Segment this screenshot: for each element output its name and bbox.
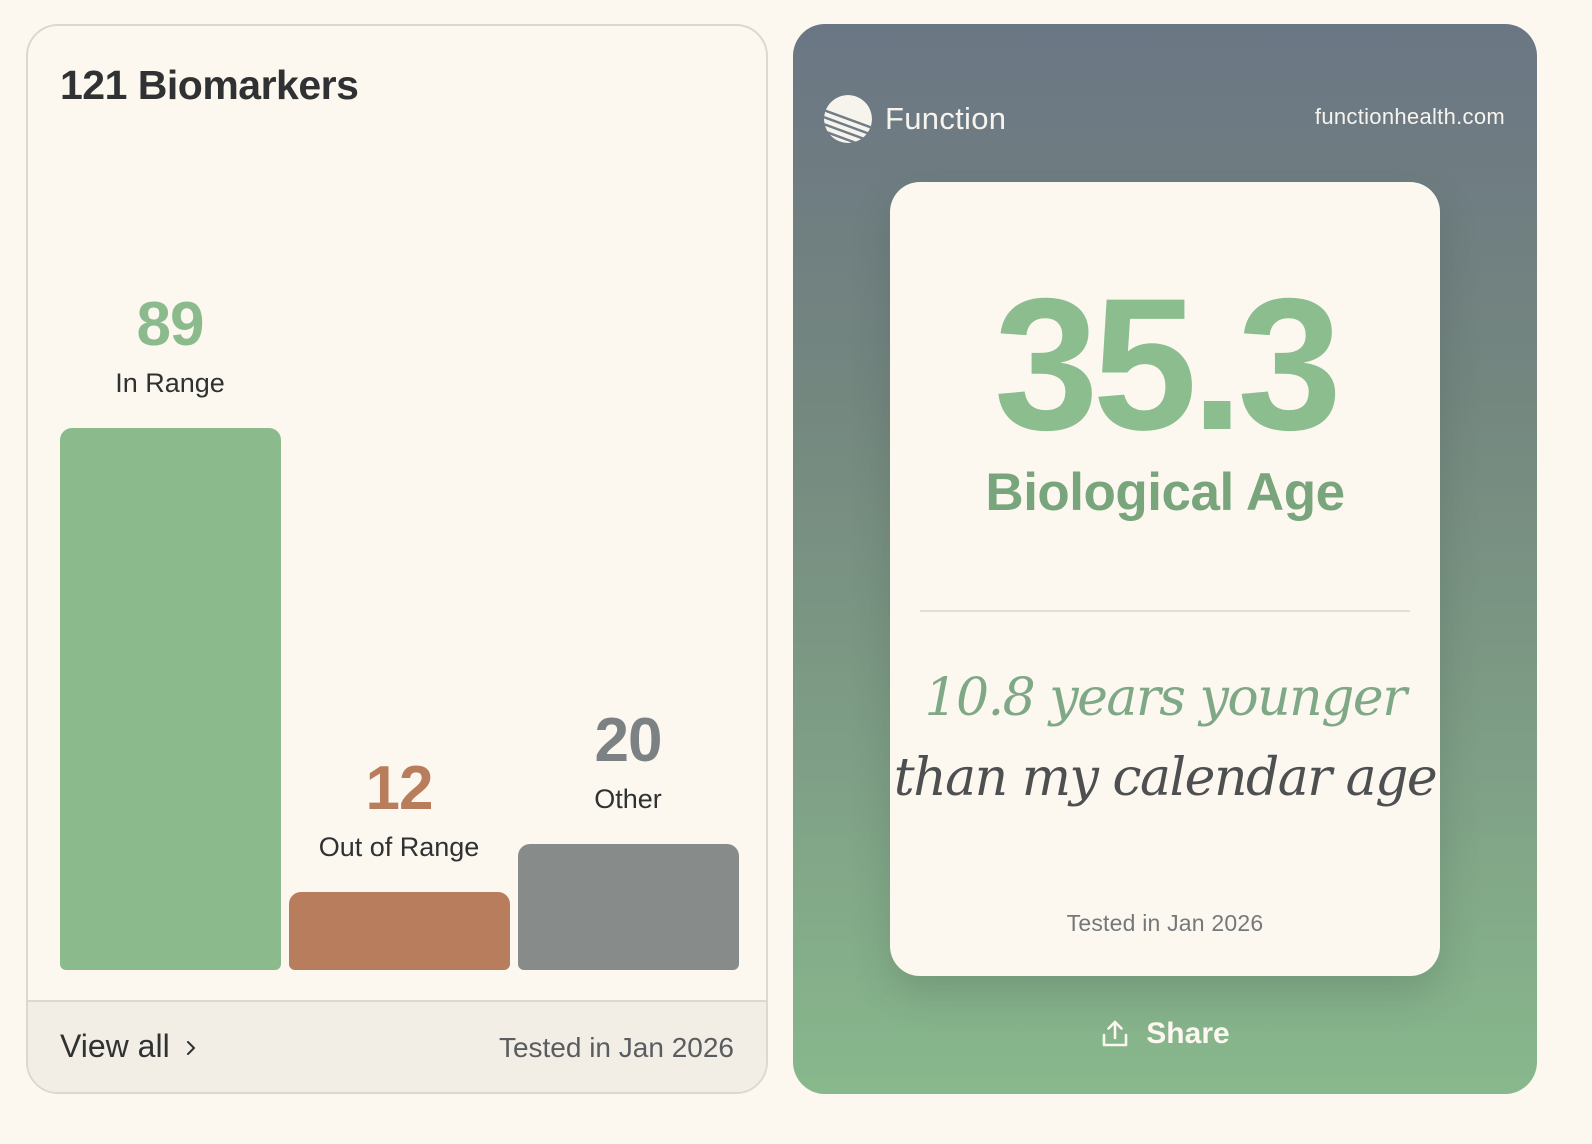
share-label: Share xyxy=(1146,1017,1230,1050)
brand-url: functionhealth.com xyxy=(1314,104,1505,129)
view-all-link[interactable]: View all xyxy=(60,1028,198,1065)
biological-age-share-card: Function functionhealth.com 35.3 Biologi… xyxy=(793,24,1537,1094)
biological-age-label: Biological Age xyxy=(985,463,1345,522)
bar-value-other: 20 xyxy=(594,705,663,775)
biomarkers-title: 121 Biomarkers xyxy=(60,62,359,108)
tested-date: Tested in Jan 2026 xyxy=(498,1032,734,1063)
bar-value-out-of-range: 12 xyxy=(365,754,434,823)
bar-label-out-of-range: Out of Range xyxy=(318,832,480,862)
biomarkers-bar-chart: In Range 89 Out of Range 12 Other 20 xyxy=(28,26,766,1002)
divider xyxy=(920,610,1410,612)
bar-value-in-range: 89 xyxy=(136,290,205,359)
biomarkers-card: 121 Biomarkers In Range 89 Out of Range 12 O… xyxy=(26,24,768,1094)
bar-in-range xyxy=(60,428,281,970)
bar-label-in-range: In Range xyxy=(115,368,225,398)
brand-name: Function xyxy=(885,101,1007,136)
function-logo-icon xyxy=(824,95,872,143)
chevron-right-icon xyxy=(186,1040,195,1055)
brand: Function xyxy=(823,94,1006,144)
bar-other xyxy=(518,843,739,970)
biological-age-value: 35.3 xyxy=(994,259,1342,469)
bar-label-other: Other xyxy=(594,783,662,814)
share-icon xyxy=(1102,1020,1128,1047)
years-younger-text: 10.8 years younger xyxy=(924,668,1407,728)
biological-age-panel: 35.3 Biological Age 10.8 years younger t… xyxy=(890,182,1440,976)
view-all-label: View all xyxy=(60,1028,170,1064)
bar-out-of-range xyxy=(289,892,510,970)
calendar-age-text: than my calendar age xyxy=(893,748,1438,808)
tested-date: Tested in Jan 2026 xyxy=(1066,910,1264,936)
share-button[interactable]: Share xyxy=(793,1017,1537,1051)
biomarkers-footer: View all Tested in Jan 2026 xyxy=(28,1000,766,1092)
